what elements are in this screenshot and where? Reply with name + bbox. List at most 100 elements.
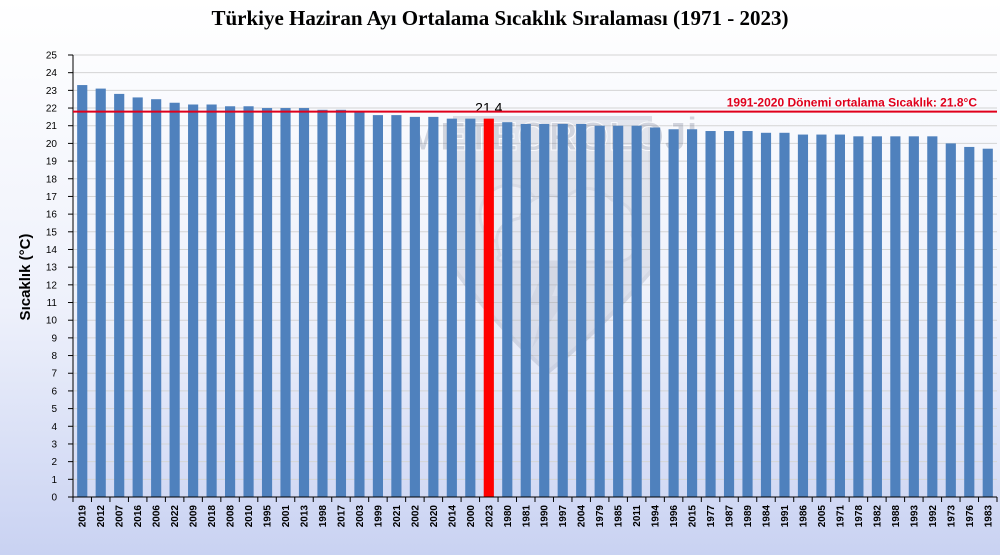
bar <box>77 85 88 497</box>
bar <box>557 123 568 497</box>
bar <box>760 132 772 498</box>
x-tick-label: 1998 <box>318 505 329 528</box>
x-tick-label: 1990 <box>540 505 551 528</box>
x-tick-label: 2010 <box>244 505 255 528</box>
x-tick-label: 1983 <box>983 505 994 528</box>
axes <box>68 54 998 502</box>
bar <box>243 106 254 498</box>
bar <box>95 88 106 497</box>
y-tick-label: 18 <box>46 174 58 185</box>
bar <box>539 123 550 497</box>
y-tick-label: 6 <box>51 386 57 397</box>
x-tick-label: 1978 <box>854 505 865 528</box>
x-tick-label: 2004 <box>577 505 588 528</box>
y-tick-label: 19 <box>46 157 58 168</box>
bar <box>834 134 845 497</box>
bar <box>705 131 716 497</box>
bar <box>797 134 809 497</box>
bar <box>280 108 291 497</box>
bar <box>317 109 328 497</box>
x-tick-label: 2006 <box>152 505 163 528</box>
bar <box>982 148 993 497</box>
x-tick-label: 2022 <box>170 505 181 528</box>
bar <box>613 125 624 497</box>
x-tick-label: 2002 <box>410 505 421 528</box>
x-tick-label: 1994 <box>651 505 662 528</box>
bar <box>853 136 864 497</box>
bar <box>594 125 605 497</box>
bar <box>650 127 661 498</box>
x-tick-label: 2023 <box>484 505 495 528</box>
x-tick-label: 1986 <box>798 505 809 528</box>
bar <box>502 122 513 498</box>
reference-line-label: 1991-2020 Dönemi ortalama Sıcaklık: 21.8… <box>727 96 978 110</box>
bar <box>409 116 420 497</box>
y-tick-label: 20 <box>46 139 58 150</box>
bar <box>779 132 790 498</box>
bar-highlighted <box>483 118 494 498</box>
bar <box>964 146 975 497</box>
bars <box>77 85 993 498</box>
bar <box>114 93 125 498</box>
x-tick-label: 2015 <box>688 505 699 528</box>
x-tick-label: 2016 <box>133 505 144 528</box>
x-tick-label: 2009 <box>189 505 200 528</box>
bar <box>668 129 679 497</box>
y-tick-label: 11 <box>47 298 58 309</box>
bar <box>465 118 476 498</box>
x-tick-label: 1985 <box>614 505 625 528</box>
tick-labels: 0123456789101112131415161718192021222324… <box>46 51 994 528</box>
y-tick-label: 16 <box>46 210 58 221</box>
x-tick-label: 2008 <box>226 505 237 528</box>
y-tick-label: 8 <box>51 351 57 362</box>
x-tick-label: 2007 <box>115 505 126 528</box>
bar <box>261 108 273 497</box>
x-tick-label: 2018 <box>207 505 218 528</box>
x-tick-label: 1999 <box>373 505 384 528</box>
x-tick-label: 1984 <box>762 505 773 528</box>
x-tick-label: 2014 <box>447 505 458 528</box>
highlight-value-label: 21.4 <box>475 100 502 116</box>
x-tick-label: 1979 <box>595 505 606 528</box>
y-tick-label: 15 <box>46 227 58 238</box>
bar <box>391 115 402 498</box>
bar <box>225 106 236 498</box>
x-tick-label: 1971 <box>835 505 846 528</box>
bar <box>206 104 217 497</box>
bar <box>151 99 162 497</box>
y-tick-label: 10 <box>46 316 58 327</box>
y-tick-label: 21 <box>46 121 58 132</box>
x-tick-label: 2013 <box>300 505 311 528</box>
x-tick-label: 1997 <box>558 505 569 528</box>
y-tick-label: 17 <box>46 192 58 203</box>
bar <box>446 118 457 498</box>
bar <box>188 104 199 497</box>
y-tick-label: 22 <box>46 104 58 115</box>
y-tick-label: 3 <box>51 439 57 450</box>
y-tick-label: 2 <box>51 457 57 468</box>
x-tick-label: 1977 <box>706 505 717 528</box>
x-tick-label: 1988 <box>891 505 902 528</box>
bar <box>687 129 698 497</box>
x-tick-label: 1996 <box>669 505 680 528</box>
bar <box>945 143 956 497</box>
x-tick-label: 2001 <box>281 505 292 528</box>
reference-line-group: 1991-2020 Dönemi ortalama Sıcaklık: 21.8… <box>73 96 997 113</box>
y-tick-label: 4 <box>51 422 57 433</box>
x-tick-label: 2017 <box>336 505 347 528</box>
x-tick-label: 1981 <box>521 505 532 528</box>
x-tick-label: 2011 <box>632 505 643 527</box>
bar <box>335 109 347 497</box>
y-tick-label: 25 <box>46 51 58 62</box>
x-tick-label: 2005 <box>817 505 828 528</box>
y-tick-label: 13 <box>46 263 58 274</box>
x-tick-label: 2012 <box>96 505 107 528</box>
y-tick-label: 7 <box>51 369 57 380</box>
bar <box>890 136 901 497</box>
x-tick-label: 1982 <box>872 505 883 528</box>
x-tick-label: 1992 <box>928 505 939 528</box>
bar <box>169 102 180 498</box>
x-tick-label: 2003 <box>355 505 366 528</box>
